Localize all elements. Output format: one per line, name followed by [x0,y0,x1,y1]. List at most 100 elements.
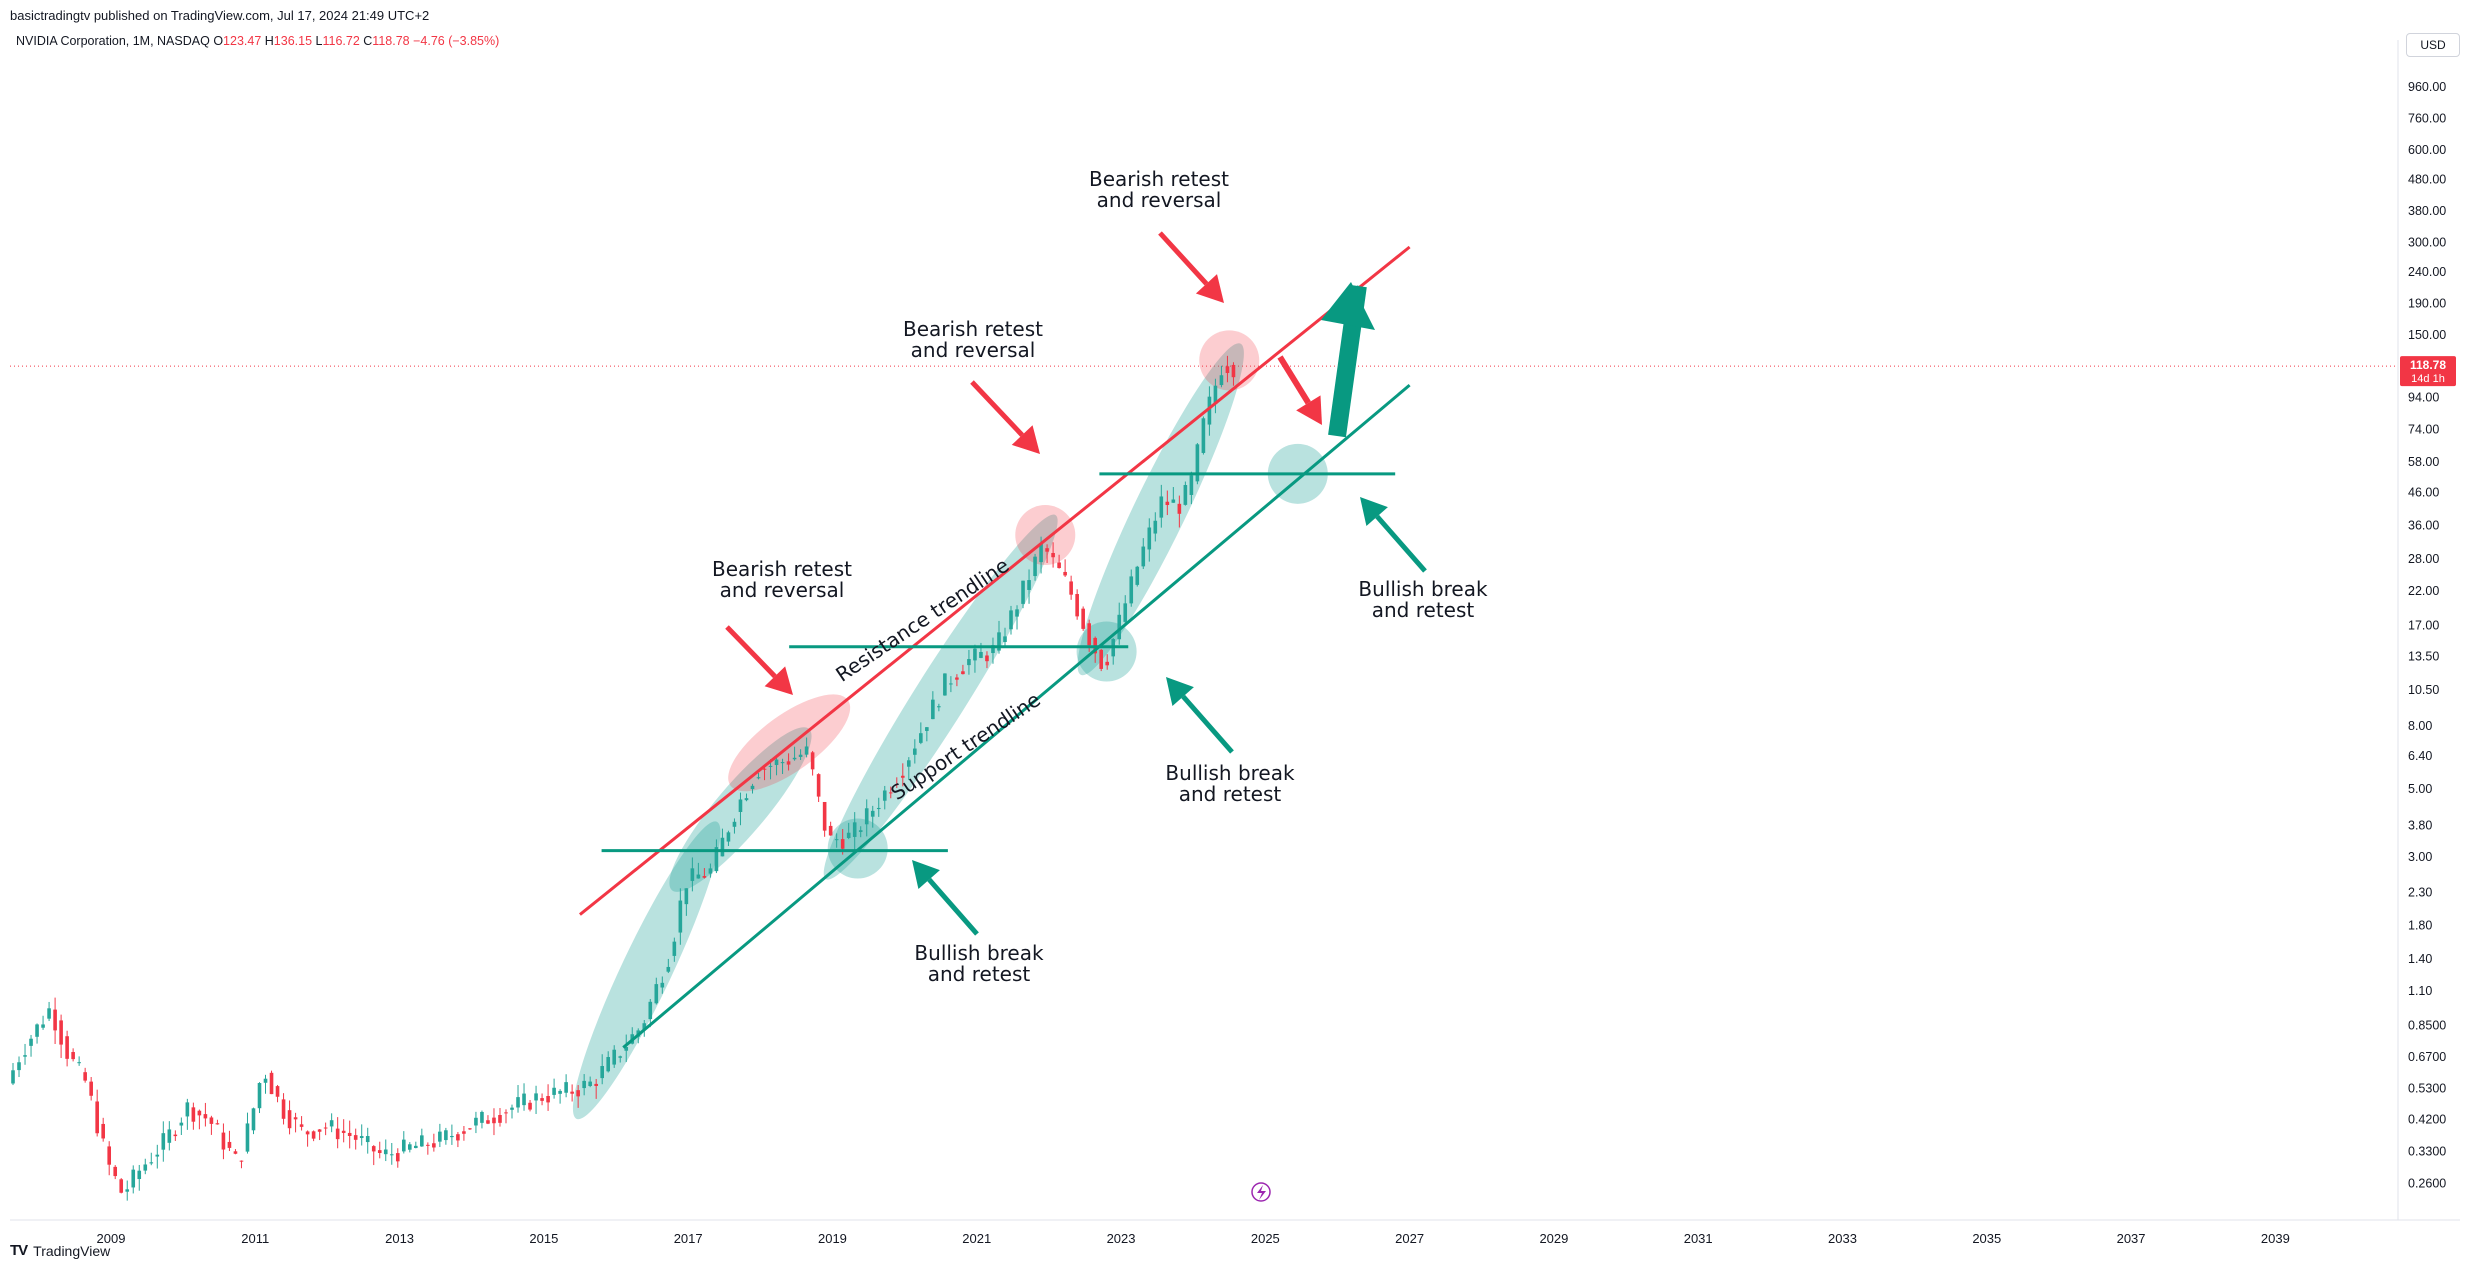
candle-body [864,808,869,825]
candle-body [804,746,809,755]
change-value: −4.76 (−3.85%) [413,34,500,48]
candle-body [876,807,881,810]
x-tick-label: 2039 [2261,1231,2290,1246]
x-tick-label: 2013 [385,1231,414,1246]
candle-body [738,799,743,812]
candle-body [359,1136,364,1139]
candle-body [750,785,755,790]
y-tick-label: 0.6700 [2408,1050,2446,1064]
candle-body [672,941,677,956]
candle-body [353,1135,358,1140]
y-tick-label: 150.00 [2408,328,2446,342]
bullish-arrow-2025-head [1360,497,1388,526]
support-trendline [622,383,1411,1049]
candle-body [792,757,797,760]
candle-body [371,1146,376,1152]
annotation-text: and reversal [1097,188,1222,212]
candle-body [1195,444,1200,482]
candle-body [281,1099,286,1119]
y-tick-label: 28.00 [2408,552,2439,566]
x-tick-label: 2011 [241,1231,269,1246]
candle-body [900,775,905,778]
candle-body [83,1072,87,1081]
candle-body [293,1117,298,1120]
projected-rally-head [1321,282,1375,330]
y-tick-label: 600.00 [2408,143,2446,157]
candle-body [870,810,875,817]
candle-body [1027,580,1031,590]
candle-body [438,1131,442,1142]
candle-body [1207,396,1212,425]
y-tick-label: 8.00 [2408,719,2432,733]
candle-body [1045,548,1049,552]
candle-body [137,1170,142,1180]
tv-logo-icon: TV [10,1242,28,1259]
candle-body [576,1090,580,1097]
candle-body [1099,649,1103,669]
candle-body [215,1123,220,1125]
candle-body [780,762,785,764]
candle-body [558,1090,562,1094]
candle-body [1231,364,1236,378]
candle-body [323,1127,328,1129]
candle-body [329,1120,334,1127]
candle-body [570,1091,574,1094]
candle-body [401,1139,406,1152]
y-tick-label: 1.40 [2408,952,2432,966]
publish-info: basictradingtv published on TradingView.… [10,8,430,23]
high-label: H [264,34,274,48]
candle-body [973,648,977,661]
candle-body [606,1057,611,1072]
symbol-legend[interactable]: NVIDIA Corporation, 1M, NASDAQ O123.47 H… [16,34,499,48]
candle-body [29,1038,33,1046]
candle-body [486,1120,490,1124]
y-tick-label: 6.40 [2408,749,2432,763]
candle-body [233,1151,238,1154]
x-tick-label: 2035 [1972,1231,2001,1246]
candle-body [1159,496,1164,518]
candle-body [552,1087,556,1095]
candle-body [227,1141,232,1148]
candle-body [1075,594,1079,617]
candle-body [690,868,695,881]
tradingview-logo[interactable]: TV TradingView [10,1242,110,1259]
bearish-arrow-2024-shaft [1158,231,1209,286]
close-value: 118.78 [372,34,410,48]
candle-body [492,1117,496,1124]
y-tick-label: 380.00 [2408,204,2446,218]
x-tick-label: 2017 [674,1231,703,1246]
annotation-text: Bearish retest [1089,167,1229,191]
candle-body [113,1166,118,1177]
candle-body [65,1036,69,1059]
highlight-wave-2 [823,514,1058,880]
y-tick-label: 0.4200 [2408,1112,2446,1126]
reversal-circle-2024 [1199,330,1260,391]
projected-pullback-arrow-shaft [1277,355,1311,405]
retest-circle-2022 [1076,621,1137,682]
candle-body [1015,609,1019,617]
candle-body [179,1122,184,1126]
annotation-text: Bullish break [914,941,1044,965]
candle-body [77,1062,81,1064]
currency-button[interactable]: USD [2406,33,2460,57]
candle-body [913,748,917,755]
candle-body [834,839,839,841]
y-tick-label: 13.50 [2408,649,2439,663]
y-tick-label: 1.80 [2408,918,2432,932]
candle-body [943,673,947,696]
candle-body [71,1052,75,1060]
candle-body [155,1154,160,1157]
candle-body [678,900,683,933]
candle-body [1039,543,1043,563]
symbol-name: NVIDIA Corporation, 1M, NASDAQ [16,34,210,48]
candle-body [534,1093,538,1101]
candle-body [600,1066,604,1079]
candle-body [1201,418,1206,453]
x-tick-label: 2015 [529,1231,558,1246]
bearish-arrow-2018-shaft [725,625,777,679]
candle-body [426,1144,430,1146]
current-price-badge [2400,356,2456,387]
candle-body [961,671,965,675]
candle-body [732,821,737,827]
